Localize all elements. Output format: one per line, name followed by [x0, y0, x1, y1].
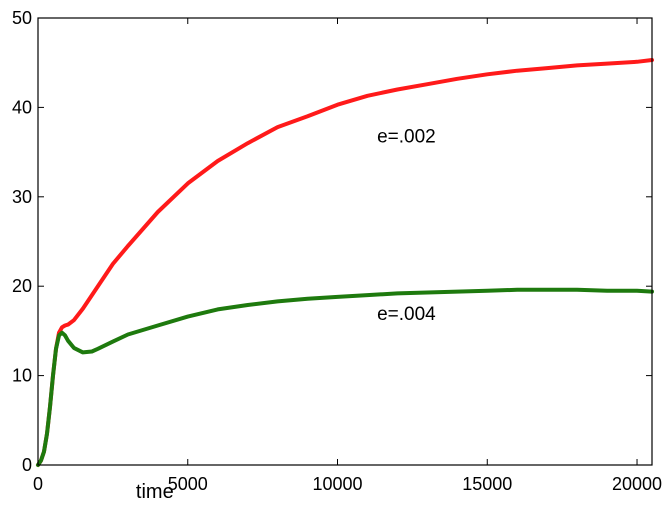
- y-tick-label: 10: [12, 366, 32, 386]
- annotations: e=.002 e=.004: [377, 126, 436, 325]
- y-tick-label: 30: [12, 187, 32, 207]
- series-annotation: e=.004: [377, 304, 436, 325]
- x-tick-label: 15000: [462, 474, 512, 494]
- y-tick-label: 40: [12, 97, 32, 117]
- x-axis-label: time: [136, 481, 174, 503]
- y-tick-label: 20: [12, 276, 32, 296]
- x-tick-label: 5000: [168, 474, 208, 494]
- plot-frame: [37, 17, 653, 466]
- y-tick-label: 0: [22, 455, 32, 475]
- series-annotation: e=.002: [377, 126, 436, 147]
- tick-labels: 0 5000 10000 15000 20000 0 10 20 30 40 50: [12, 8, 662, 494]
- x-tick-label: 20000: [612, 474, 662, 494]
- x-tick-label: 0: [33, 474, 43, 494]
- series-layer: [36, 58, 654, 467]
- ticks-layer: [37, 17, 652, 466]
- series-line: [36, 58, 654, 467]
- x-tick-label: 10000: [312, 474, 362, 494]
- series-line: [36, 287, 654, 467]
- y-tick-label: 50: [12, 8, 32, 28]
